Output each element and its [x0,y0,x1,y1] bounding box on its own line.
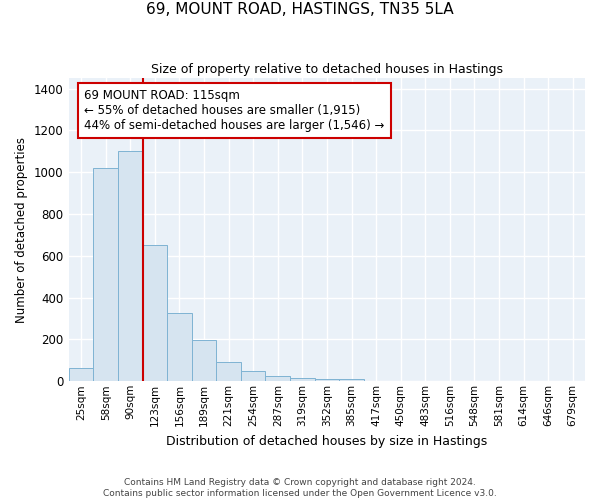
Title: Size of property relative to detached houses in Hastings: Size of property relative to detached ho… [151,62,503,76]
Bar [118,151,143,382]
Bar [94,168,118,382]
Bar [290,378,314,382]
Bar [339,379,364,382]
Text: 69 MOUNT ROAD: 115sqm
← 55% of detached houses are smaller (1,915)
44% of semi-d: 69 MOUNT ROAD: 115sqm ← 55% of detached … [85,88,385,132]
Bar [265,376,290,382]
Bar [143,246,167,382]
Bar [217,362,241,382]
Y-axis label: Number of detached properties: Number of detached properties [15,136,28,322]
Bar [192,340,217,382]
Text: Contains HM Land Registry data © Crown copyright and database right 2024.
Contai: Contains HM Land Registry data © Crown c… [103,478,497,498]
Bar [167,314,192,382]
Text: 69, MOUNT ROAD, HASTINGS, TN35 5LA: 69, MOUNT ROAD, HASTINGS, TN35 5LA [146,2,454,18]
Bar [241,371,265,382]
Bar [69,368,94,382]
Bar [314,379,339,382]
X-axis label: Distribution of detached houses by size in Hastings: Distribution of detached houses by size … [166,434,488,448]
